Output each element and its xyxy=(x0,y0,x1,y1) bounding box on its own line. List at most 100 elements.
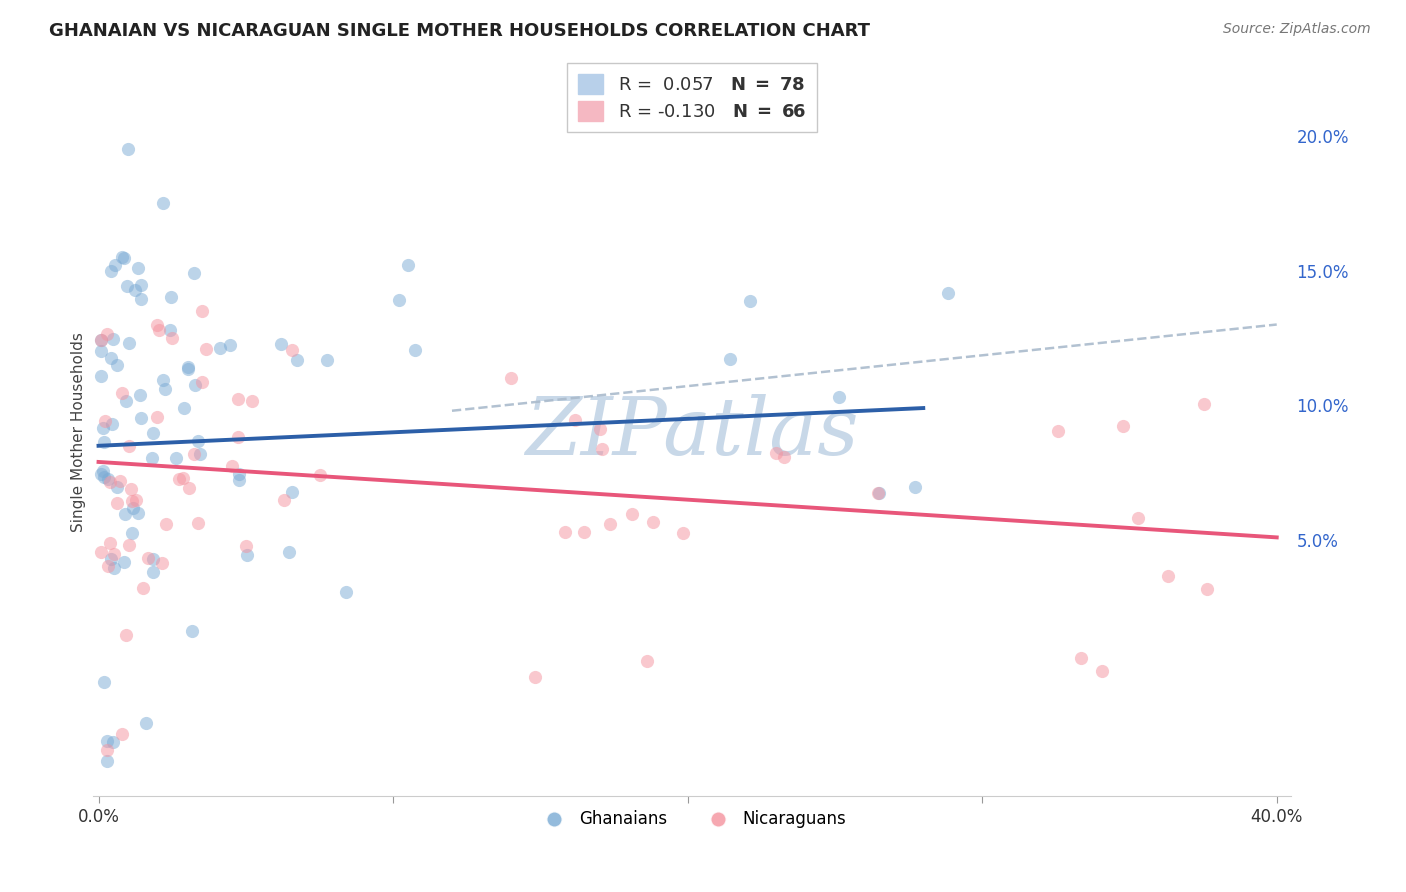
Point xyxy=(636,654,658,668)
Point xyxy=(112,555,135,569)
Point xyxy=(159,323,181,337)
Point xyxy=(150,556,173,570)
Point xyxy=(773,450,796,464)
Point xyxy=(1195,582,1218,597)
Point xyxy=(103,561,125,575)
Point xyxy=(114,507,136,521)
Point xyxy=(177,481,200,495)
Point xyxy=(90,467,112,482)
Point xyxy=(191,375,214,389)
Text: Source: ZipAtlas.com: Source: ZipAtlas.com xyxy=(1223,22,1371,37)
Point xyxy=(388,293,411,308)
Point xyxy=(117,142,139,156)
Point xyxy=(100,551,122,566)
Point xyxy=(97,559,120,574)
Point xyxy=(148,323,170,337)
Point xyxy=(396,258,419,272)
Point xyxy=(96,743,118,757)
Point xyxy=(183,266,205,280)
Point xyxy=(866,486,889,500)
Point xyxy=(240,393,263,408)
Point xyxy=(228,467,250,482)
Point xyxy=(643,515,665,529)
Point xyxy=(90,368,112,383)
Point xyxy=(96,734,118,748)
Point xyxy=(499,371,522,385)
Point xyxy=(121,494,143,508)
Point xyxy=(524,669,547,683)
Point xyxy=(129,277,152,292)
Point xyxy=(100,351,122,365)
Point xyxy=(118,439,141,453)
Point xyxy=(132,582,155,596)
Point xyxy=(142,552,165,566)
Point xyxy=(828,390,851,404)
Point xyxy=(104,258,127,272)
Point xyxy=(152,196,174,211)
Point xyxy=(194,342,217,356)
Point xyxy=(100,264,122,278)
Point xyxy=(93,434,115,449)
Point xyxy=(155,382,177,396)
Point xyxy=(226,392,249,407)
Point xyxy=(101,332,124,346)
Point xyxy=(564,413,586,427)
Point xyxy=(118,539,141,553)
Point xyxy=(152,373,174,387)
Point xyxy=(1070,651,1092,665)
Point xyxy=(172,471,194,485)
Point xyxy=(114,628,136,642)
Point xyxy=(90,333,112,347)
Legend: Ghanaians, Nicaraguans: Ghanaians, Nicaraguans xyxy=(531,804,853,835)
Point xyxy=(142,565,165,579)
Point xyxy=(169,472,191,486)
Point xyxy=(96,754,118,768)
Point xyxy=(103,547,125,561)
Point xyxy=(273,492,295,507)
Point xyxy=(146,409,169,424)
Point xyxy=(127,261,149,276)
Point xyxy=(765,446,787,460)
Point xyxy=(281,343,304,358)
Point xyxy=(165,450,187,465)
Point xyxy=(111,250,134,264)
Point xyxy=(672,526,695,541)
Point xyxy=(124,283,146,297)
Point xyxy=(125,493,148,508)
Point xyxy=(101,417,124,432)
Point xyxy=(136,550,159,565)
Point xyxy=(96,326,118,341)
Point xyxy=(93,674,115,689)
Point xyxy=(129,410,152,425)
Point xyxy=(105,358,128,372)
Point xyxy=(115,279,138,293)
Point xyxy=(90,333,112,347)
Point xyxy=(868,486,890,500)
Point xyxy=(90,544,112,558)
Point xyxy=(115,393,138,408)
Point xyxy=(160,331,183,345)
Point xyxy=(187,516,209,530)
Point xyxy=(98,475,121,490)
Point xyxy=(97,472,120,486)
Point xyxy=(180,624,202,639)
Point xyxy=(91,464,114,478)
Point xyxy=(554,524,576,539)
Point xyxy=(1091,665,1114,679)
Point xyxy=(1157,568,1180,582)
Point xyxy=(98,536,121,550)
Point xyxy=(111,386,134,401)
Point xyxy=(183,447,205,461)
Point xyxy=(335,584,357,599)
Point xyxy=(121,501,143,516)
Point xyxy=(404,343,426,358)
Point xyxy=(228,430,250,444)
Point xyxy=(91,421,114,435)
Point xyxy=(1046,424,1069,438)
Point xyxy=(904,480,927,494)
Point xyxy=(936,286,959,301)
Point xyxy=(108,474,131,488)
Point xyxy=(188,447,211,461)
Point xyxy=(187,434,209,449)
Y-axis label: Single Mother Households: Single Mother Households xyxy=(72,333,86,533)
